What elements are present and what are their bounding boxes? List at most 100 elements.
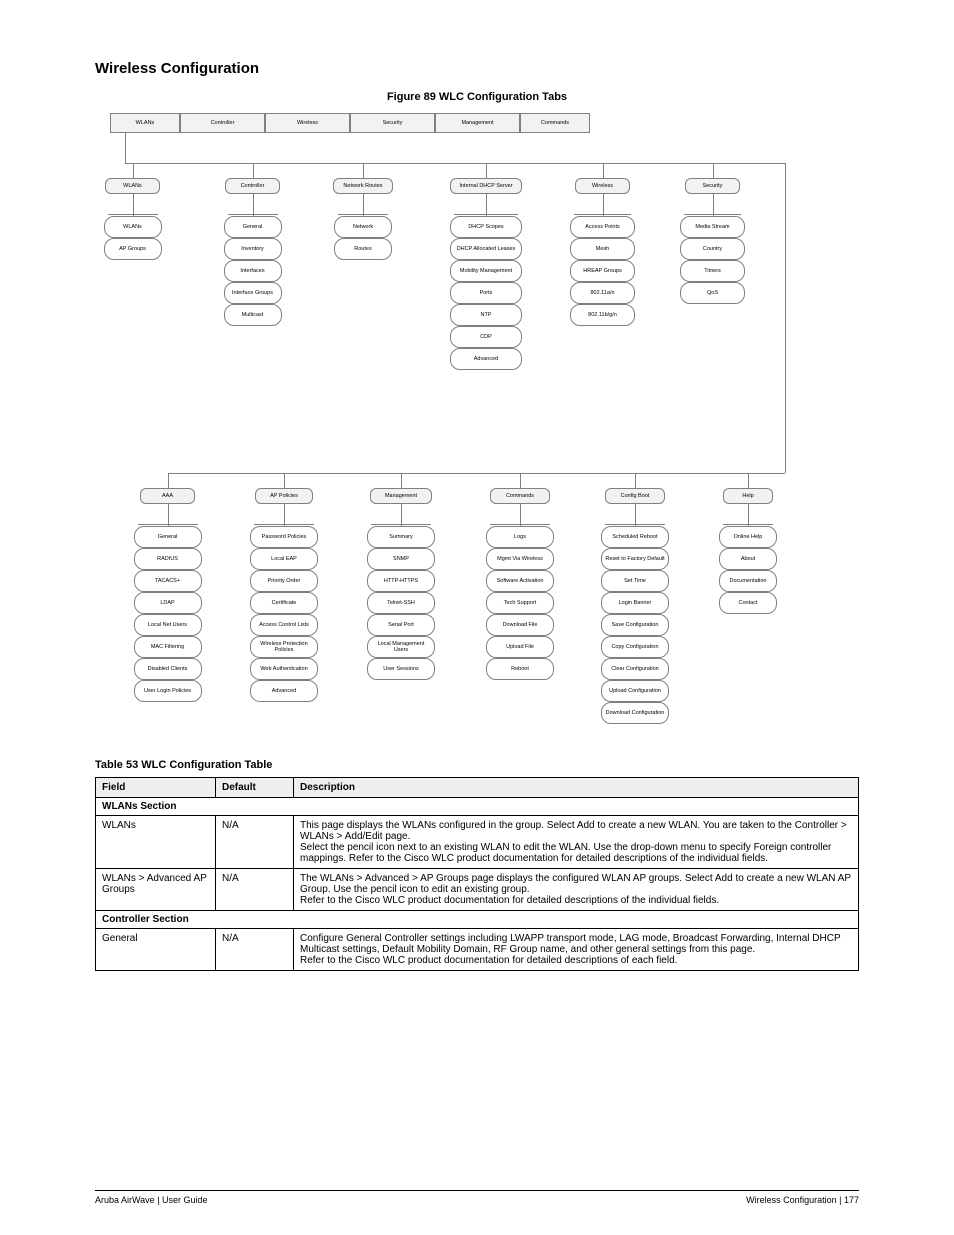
item-local-management-users: Local Management Users — [367, 636, 435, 658]
cat-security: Security — [685, 178, 740, 194]
item-password-policies: Password Policies — [250, 526, 318, 548]
cat-help: Help — [723, 488, 773, 504]
cell-field: WLANs > Advanced AP Groups — [96, 869, 216, 911]
cat-wireless: Wireless — [575, 178, 630, 194]
item-ntp: NTP — [450, 304, 522, 326]
tab-ctrl: Controller — [180, 113, 265, 133]
cat-internal-dhcp-server: Internal DHCP Server — [450, 178, 522, 194]
tab-sec: Security — [350, 113, 435, 133]
table-row: WLANsN/AThis page displays the WLANs con… — [96, 816, 859, 869]
item-summary: Summary — [367, 526, 435, 548]
item-advanced: Advanced — [450, 348, 522, 370]
item-inventory: Inventory — [224, 238, 282, 260]
item-priority-order: Priority Order — [250, 570, 318, 592]
item-login-banner: Login Banner — [601, 592, 669, 614]
footer-right: Wireless Configuration | 177 — [746, 1195, 859, 1205]
cell-default: N/A — [216, 929, 294, 971]
item-general: General — [134, 526, 202, 548]
item-multicast: Multicast — [224, 304, 282, 326]
item-tacacs+: TACACS+ — [134, 570, 202, 592]
tab-wireless: Wireless — [265, 113, 350, 133]
item-general: General — [224, 216, 282, 238]
cell-description: This page displays the WLANs configured … — [294, 816, 859, 869]
tab-wlan: WLANs — [110, 113, 180, 133]
item-serial-port: Serial Port — [367, 614, 435, 636]
item-network: Network — [334, 216, 392, 238]
cat-management: Management — [370, 488, 432, 504]
item-mobility-management: Mobility Management — [450, 260, 522, 282]
table-section-name: Controller Section — [96, 911, 859, 929]
item-telnet-ssh: Telnet-SSH — [367, 592, 435, 614]
item-certificate: Certificate — [250, 592, 318, 614]
item-ap-groups: AP Groups — [104, 238, 162, 260]
table-section-name: WLANs Section — [96, 798, 859, 816]
item-media-stream: Media Stream — [680, 216, 745, 238]
cat-config-boot: Config Boot — [605, 488, 665, 504]
cat-controller: Controller — [225, 178, 280, 194]
cell-field: WLANs — [96, 816, 216, 869]
item-ldap: LDAP — [134, 592, 202, 614]
item-online-help: Online Help — [719, 526, 777, 548]
item-download-configuration: Download Configuration — [601, 702, 669, 724]
table-row: WLANs > Advanced AP GroupsN/AThe WLANs >… — [96, 869, 859, 911]
item-logs: Logs — [486, 526, 554, 548]
item-wlans: WLANs — [104, 216, 162, 238]
item-reboot: Reboot — [486, 658, 554, 680]
cell-default: N/A — [216, 816, 294, 869]
item-cdp: CDP — [450, 326, 522, 348]
item-radius: RADIUS — [134, 548, 202, 570]
item-http-https: HTTP-HTTPS — [367, 570, 435, 592]
item-upload-configuration: Upload Configuration — [601, 680, 669, 702]
item-clear-configuration: Clear Configuration — [601, 658, 669, 680]
table-section: WLANs Section — [96, 798, 859, 816]
item-user-sessions: User Sessions — [367, 658, 435, 680]
item-interface-groups: Interface Groups — [224, 282, 282, 304]
item-mgmt-via-wireless: Mgmt Via Wireless — [486, 548, 554, 570]
tab-mgmt: Management — [435, 113, 520, 133]
item-mac-filtering: MAC Filtering — [134, 636, 202, 658]
sitemap-diagram: WLANsControllerWirelessSecurityManagemen… — [95, 113, 859, 733]
item-wireless-protection-policies: Wireless Protection Policies — [250, 636, 318, 658]
item-reset-to-factory-default: Reset to Factory Default — [601, 548, 669, 570]
cell-description: Configure General Controller settings in… — [294, 929, 859, 971]
cell-default: N/A — [216, 869, 294, 911]
cat-aaa: AAA — [140, 488, 195, 504]
tab-cmd: Commands — [520, 113, 590, 133]
item-software-activation: Software Activation — [486, 570, 554, 592]
item-save-configuration: Save Configuration — [601, 614, 669, 636]
page-footer: Aruba AirWave | User Guide Wireless Conf… — [95, 1190, 859, 1205]
item-local-net-users: Local Net Users — [134, 614, 202, 636]
item-dhcp-allocated-leases: DHCP Allocated Leases — [450, 238, 522, 260]
item-disabled-clients: Disabled Clients — [134, 658, 202, 680]
item-routes: Routes — [334, 238, 392, 260]
item-country: Country — [680, 238, 745, 260]
item-scheduled-reboot: Scheduled Reboot — [601, 526, 669, 548]
item-documentation: Documentation — [719, 570, 777, 592]
table-row: GeneralN/AConfigure General Controller s… — [96, 929, 859, 971]
col-default-header: Default — [216, 778, 294, 798]
item-timers: Timers — [680, 260, 745, 282]
item-hreap-groups: HREAP Groups — [570, 260, 635, 282]
cat-ap-policies: AP Policies — [255, 488, 313, 504]
item-access-control-lists: Access Control Lists — [250, 614, 318, 636]
cat-commands: Commands — [490, 488, 550, 504]
item-qos: QoS — [680, 282, 745, 304]
item-interfaces: Interfaces — [224, 260, 282, 282]
item-local-eap: Local EAP — [250, 548, 318, 570]
item-802.11b/g/n: 802.11b/g/n — [570, 304, 635, 326]
item-about: About — [719, 548, 777, 570]
col-field-header: Field — [96, 778, 216, 798]
item-snmp: SNMP — [367, 548, 435, 570]
item-access-points: Access Points — [570, 216, 635, 238]
item-set-time: Set Time — [601, 570, 669, 592]
item-ports: Ports — [450, 282, 522, 304]
section-title: Wireless Configuration — [95, 60, 859, 77]
item-mesh: Mesh — [570, 238, 635, 260]
item-copy-configuration: Copy Configuration — [601, 636, 669, 658]
col-desc-header: Description — [294, 778, 859, 798]
cell-description: The WLANs > Advanced > AP Groups page di… — [294, 869, 859, 911]
item-802.11a/n: 802.11a/n — [570, 282, 635, 304]
item-web-authentication: Web Authentication — [250, 658, 318, 680]
item-upload-file: Upload File — [486, 636, 554, 658]
cell-field: General — [96, 929, 216, 971]
